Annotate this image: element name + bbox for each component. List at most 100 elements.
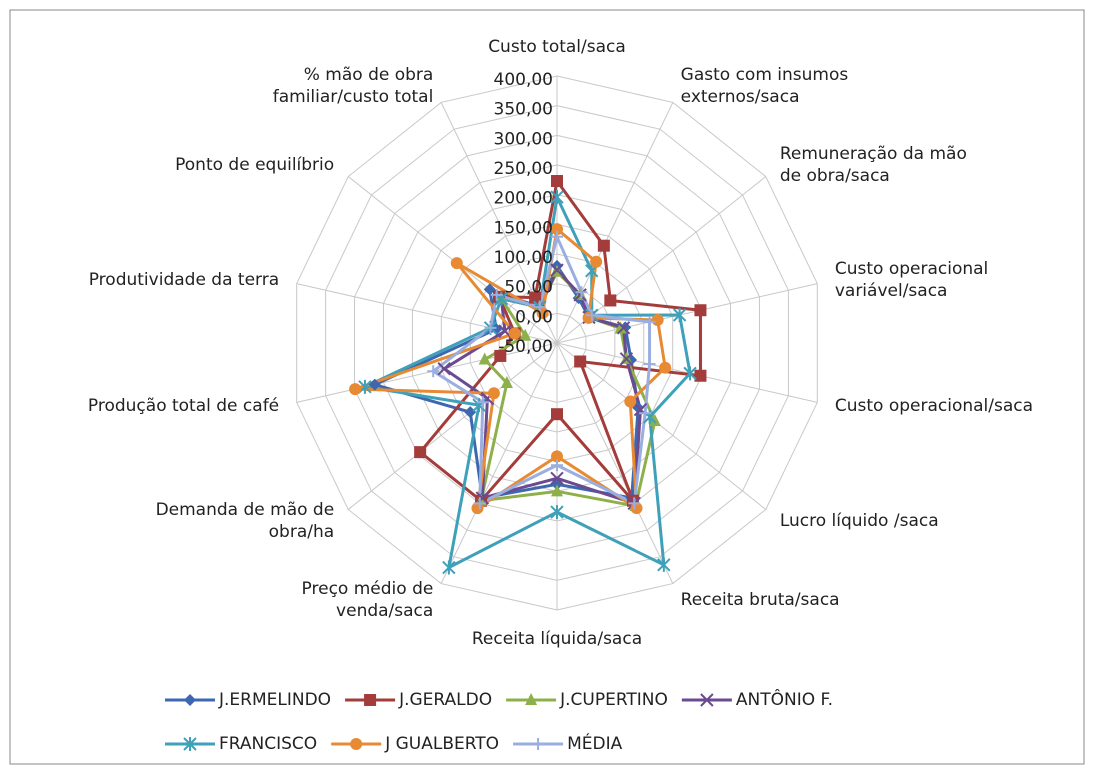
axis-label: Produtividade da terra <box>88 269 280 290</box>
data-point <box>551 450 563 463</box>
data-point <box>478 352 491 365</box>
data-point <box>483 283 496 296</box>
data-point <box>498 324 512 338</box>
data-point <box>585 309 598 322</box>
legend-label: FRANCISCO <box>219 734 317 754</box>
axis-label: Receita bruta/saca <box>680 589 840 610</box>
axis-label: Custo operacional/saca <box>834 396 1034 417</box>
data-point <box>551 459 563 472</box>
data-point <box>628 497 641 510</box>
y-tick-label: 100,00 <box>494 248 553 268</box>
data-point <box>476 396 489 409</box>
axis-label: Preço médio de venda/saca <box>301 578 434 621</box>
data-point <box>575 286 588 299</box>
data-point <box>551 484 563 497</box>
y-tick-label: 300,00 <box>494 129 553 149</box>
data-point <box>414 446 427 459</box>
data-point <box>494 349 507 362</box>
axis-label: Custo operacional variável/saca <box>834 258 989 301</box>
legend-item: ANTÔNIO F. <box>681 688 833 710</box>
data-point <box>550 505 564 520</box>
data-point <box>484 321 497 334</box>
y-tick-label: 350,00 <box>494 100 553 120</box>
data-point <box>358 379 372 394</box>
legend-label: J.GERALDO <box>398 690 492 710</box>
data-point <box>437 362 451 376</box>
legend-label: J.CUPERTINO <box>559 690 668 710</box>
data-point <box>368 378 381 391</box>
axis-label: Receita líquida/saca <box>471 629 643 649</box>
data-point <box>604 294 617 307</box>
legend-marker <box>700 693 714 707</box>
legend-marker <box>350 738 363 750</box>
data-point <box>614 321 627 334</box>
legend-item: J.ERMELINDO <box>165 690 331 710</box>
data-point <box>659 361 672 374</box>
data-point <box>551 408 563 421</box>
data-point <box>487 387 500 400</box>
data-point <box>473 497 486 510</box>
legend-label: MÉDIA <box>567 732 623 754</box>
data-point <box>551 230 563 243</box>
spoke <box>347 342 558 510</box>
legend-item: FRANCISCO <box>165 734 317 754</box>
data-point <box>574 355 587 368</box>
data-point <box>639 407 652 420</box>
data-point <box>464 406 477 419</box>
data-point <box>551 223 563 236</box>
data-point <box>694 369 707 382</box>
data-point <box>533 301 546 314</box>
data-point <box>550 471 564 485</box>
y-tick-label: 0,00 <box>515 307 553 327</box>
data-point <box>519 328 532 341</box>
data-point <box>683 366 697 381</box>
data-point <box>624 395 637 408</box>
legend-item: J.CUPERTINO <box>506 690 668 710</box>
spoke <box>556 102 674 344</box>
data-point <box>475 491 490 505</box>
legend-marker <box>532 738 545 750</box>
data-point <box>651 314 664 327</box>
legend-item: J GUALBERTO <box>331 734 499 754</box>
data-point <box>450 257 463 270</box>
data-point <box>551 175 563 188</box>
data-point <box>490 288 503 301</box>
data-point <box>573 288 587 302</box>
data-point <box>616 321 631 335</box>
legend-item: J.GERALDO <box>345 690 492 710</box>
axis-label: Lucro líquido /saca <box>779 510 939 531</box>
legend-label: ANTÔNIO F. <box>736 688 833 710</box>
data-point <box>349 383 362 396</box>
legend-item: MÉDIA <box>513 732 623 754</box>
legend-marker <box>183 737 197 751</box>
data-point <box>657 557 671 572</box>
spoke <box>556 283 818 344</box>
data-point <box>442 560 456 575</box>
y-tick-label: 250,00 <box>494 159 553 179</box>
legend-marker <box>364 694 377 706</box>
y-tick-label: 50,00 <box>504 278 553 298</box>
y-tick-label: 150,00 <box>494 218 553 238</box>
data-point <box>500 375 513 388</box>
data-point <box>643 315 656 328</box>
legend-label: J GUALBERTO <box>384 734 499 754</box>
axis-label: % mão de obra familiar/custo total <box>272 65 434 108</box>
spoke <box>296 342 558 403</box>
data-point <box>648 414 661 427</box>
data-point <box>619 352 634 366</box>
data-point <box>508 327 521 340</box>
y-tick-label: 200,00 <box>494 189 553 209</box>
axis-label: Remuneração da mão de obra/saca <box>779 144 967 187</box>
axis-label: Gasto com insumos externos/saca <box>680 65 849 108</box>
legend-marker <box>184 694 196 706</box>
data-point <box>529 291 542 304</box>
legend-label: J.ERMELINDO <box>218 690 331 710</box>
data-point <box>590 255 603 268</box>
data-point <box>643 358 656 371</box>
data-point <box>672 308 687 323</box>
chart-border <box>9 9 1085 765</box>
y-tick-label: 400,00 <box>494 70 553 90</box>
data-point <box>550 263 564 277</box>
axis-label: Produção total de café <box>87 396 280 417</box>
